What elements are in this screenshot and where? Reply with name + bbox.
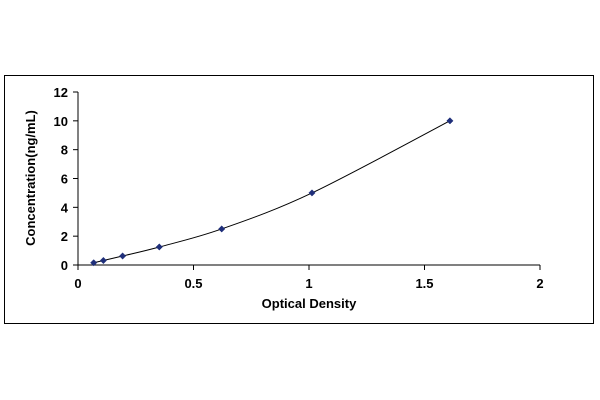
fit-curve <box>93 120 451 264</box>
ticks <box>73 91 541 270</box>
data-point <box>99 256 107 265</box>
x-tick-label: 0 <box>74 276 81 291</box>
x-tick-label: 1 <box>305 276 312 291</box>
y-tick-label: 12 <box>54 85 68 100</box>
data-markers <box>90 117 454 267</box>
x-tick-label: 1.5 <box>415 276 433 291</box>
y-axis-title: Concentration(ng/mL) <box>23 110 38 246</box>
data-point <box>90 259 98 267</box>
data-point <box>446 117 454 125</box>
data-point <box>308 189 316 197</box>
x-tick-label: 0.5 <box>184 276 202 291</box>
y-tick-label: 4 <box>61 200 69 215</box>
x-axis-title: Optical Density <box>262 296 357 311</box>
y-tick-label: 0 <box>61 258 68 273</box>
y-tick-label: 2 <box>61 229 68 244</box>
chart-frame <box>4 75 594 324</box>
data-point <box>119 252 127 260</box>
y-tick-label: 6 <box>61 172 68 187</box>
axes <box>77 92 540 266</box>
x-tick-label: 2 <box>536 276 543 291</box>
y-tick-label: 10 <box>54 114 68 129</box>
data-point <box>218 225 226 233</box>
tick-labels: 0 0.5 1 1.5 2 0 2 4 6 8 10 12 <box>54 85 544 291</box>
data-point <box>155 243 163 251</box>
y-tick-label: 8 <box>61 143 68 158</box>
